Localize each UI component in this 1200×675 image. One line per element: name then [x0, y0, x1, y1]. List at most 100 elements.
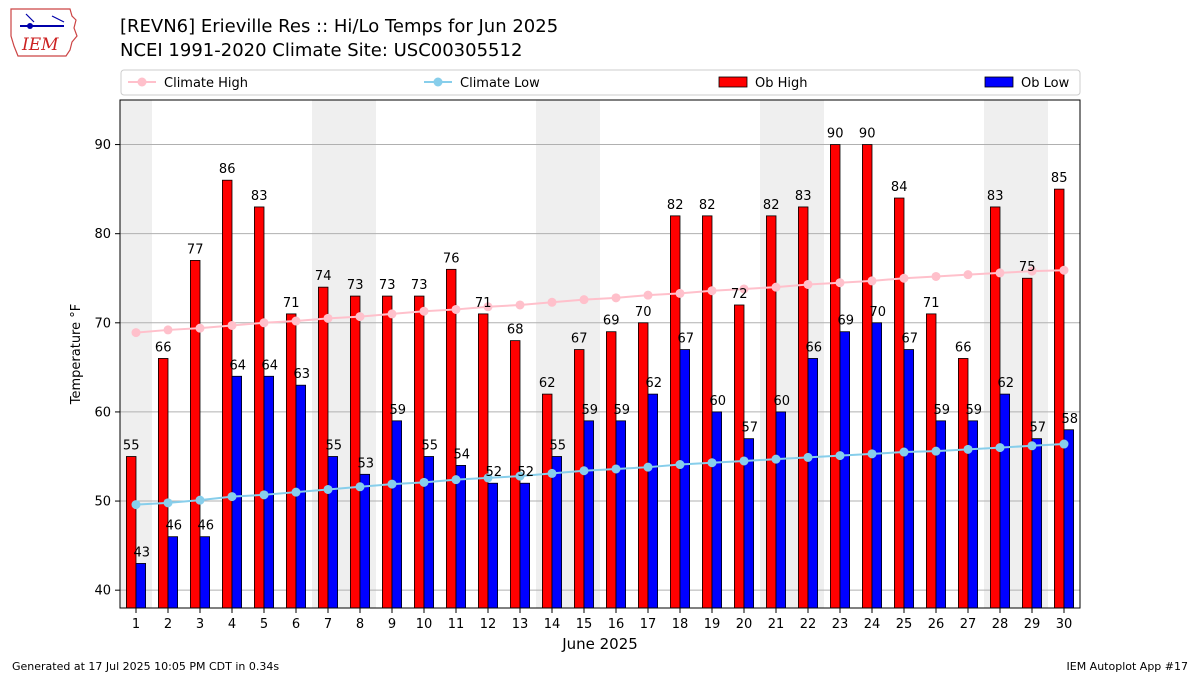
climate-high-point-day-24: [867, 276, 877, 286]
y-tick-label-90: 90: [94, 138, 111, 153]
plot-frame: [119, 99, 1081, 609]
climate-high-point-day-21: [771, 282, 781, 292]
ob-high-label-day-11: 76: [443, 251, 460, 266]
ob-low-bar-day-11: [455, 465, 467, 609]
ob-low-label-day-22: 66: [806, 340, 823, 355]
ob-low-label-day-27: 59: [966, 403, 983, 418]
ob-high-label-day-15: 67: [571, 332, 588, 347]
x-tick-label-27: 27: [960, 617, 977, 632]
x-tick-label-30: 30: [1056, 617, 1073, 632]
ob-high-bar-day-24: [862, 144, 873, 609]
ob-low-label-day-23: 69: [838, 314, 855, 329]
ob-high-label-day-12: 71: [475, 296, 492, 311]
generated-timestamp: Generated at 17 Jul 2025 10:05 PM CDT in…: [12, 660, 280, 673]
data-labels: 55 66 77 86 83 71 74 73 73 73 76 71 68 62 67 69 70 82 82 72…: [123, 127, 1078, 561]
climate-low-point-day-7: [323, 484, 333, 494]
climate-low-point-day-26: [931, 446, 941, 456]
ob-low-label-day-6: 63: [294, 367, 311, 382]
ob-high-label-day-25: 84: [891, 180, 908, 195]
chart-subtitle: NCEI 1991-2020 Climate Site: USC00305512: [120, 40, 523, 61]
ob-low-label-day-12: 52: [486, 465, 503, 480]
ob-high-label-day-17: 70: [635, 305, 652, 320]
ob-high-label-day-22: 83: [795, 189, 812, 204]
y-tick-label-50: 50: [94, 495, 111, 510]
ob-high-label-day-24: 90: [859, 127, 876, 142]
x-tick-label-18: 18: [672, 617, 689, 632]
climate-high-point-day-5: [259, 318, 269, 328]
ob-high-bar-day-26: [926, 313, 937, 609]
climate-high-point-day-18: [675, 288, 685, 298]
ob-high-bar-day-8: [349, 295, 361, 609]
climate-high-point-day-19: [707, 286, 717, 296]
climate-high-point-day-28: [995, 268, 1005, 278]
x-tick-label-25: 25: [896, 617, 913, 632]
legend-climate-high-marker: [137, 77, 147, 87]
ob-high-label-day-4: 86: [219, 162, 236, 177]
ob-low-label-day-3: 46: [198, 519, 215, 534]
climate-lines: [131, 265, 1069, 510]
bars: [126, 144, 1075, 609]
app-label: IEM Autoplot App #17: [1066, 660, 1189, 673]
climate-high-point-day-2: [163, 325, 173, 335]
ob-high-bar-day-23: [830, 144, 841, 609]
ob-high-label-day-30: 85: [1051, 171, 1068, 186]
legend-ob-low-swatch: [984, 76, 1014, 88]
x-tick-label-12: 12: [480, 617, 497, 632]
ob-low-label-day-4: 64: [230, 358, 247, 373]
ob-high-label-day-20: 72: [731, 287, 748, 302]
ob-low-bar-day-24: [871, 322, 883, 609]
ob-low-bar-day-7: [327, 456, 339, 609]
ob-low-bar-day-23: [839, 331, 851, 609]
legend-ob-high-swatch: [718, 76, 748, 88]
climate-low-point-day-30: [1059, 439, 1069, 449]
ob-high-bar-day-28: [990, 206, 1001, 609]
climate-low-point-day-21: [771, 454, 781, 464]
ob-high-bar-day-11: [445, 268, 457, 609]
ob-high-label-day-13: 68: [507, 323, 524, 338]
climate-high-line: [135, 269, 1065, 334]
ob-high-label-day-19: 82: [699, 198, 716, 213]
ob-high-label-day-7: 74: [315, 269, 332, 284]
ob-high-bar-day-20: [734, 304, 745, 609]
x-tick-label-11: 11: [448, 617, 465, 632]
climate-high-point-day-7: [323, 313, 333, 323]
ob-high-bar-day-6: [285, 313, 297, 609]
climate-low-point-day-1: [131, 500, 141, 510]
climate-high-point-day-25: [899, 273, 909, 283]
legend-climate-high-label: Climate High: [164, 76, 248, 91]
climate-high-point-day-4: [227, 320, 237, 330]
ob-low-label-day-28: 62: [998, 376, 1015, 391]
ob-low-label-day-5: 64: [262, 358, 279, 373]
ob-low-label-day-20: 57: [742, 421, 759, 436]
climate-low-point-day-19: [707, 458, 717, 468]
ob-low-bar-day-1: [135, 563, 147, 609]
climate-low-point-day-18: [675, 460, 685, 470]
ob-high-label-day-5: 83: [251, 189, 268, 204]
climate-low-point-day-4: [227, 492, 237, 502]
climate-low-point-day-22: [803, 452, 813, 462]
x-tick-label-23: 23: [832, 617, 849, 632]
ob-low-bar-day-28: [999, 393, 1011, 609]
ob-high-label-day-14: 62: [539, 376, 556, 391]
ob-high-label-day-29: 75: [1019, 260, 1036, 275]
ob-high-bar-day-27: [958, 358, 969, 609]
climate-low-point-day-13: [515, 471, 525, 481]
climate-low-point-day-17: [643, 462, 653, 472]
ob-high-bar-day-9: [381, 295, 393, 609]
climate-high-point-day-3: [195, 323, 205, 333]
ob-high-label-day-23: 90: [827, 127, 844, 142]
ob-low-label-day-29: 57: [1030, 421, 1047, 436]
ob-high-bar-day-18: [670, 215, 681, 609]
x-tick-label-10: 10: [416, 617, 433, 632]
x-tick-label-1: 1: [132, 617, 140, 632]
climate-low-point-day-3: [195, 495, 205, 505]
x-tick-label-9: 9: [388, 617, 396, 632]
climate-low-point-day-27: [963, 444, 973, 454]
x-tick-label-7: 7: [324, 617, 332, 632]
ob-high-bar-day-25: [894, 197, 905, 609]
climate-low-point-day-23: [835, 451, 845, 461]
x-tick-label-6: 6: [292, 617, 300, 632]
ob-low-bar-day-14: [551, 456, 563, 609]
legend-climate-low-label: Climate Low: [460, 76, 540, 91]
